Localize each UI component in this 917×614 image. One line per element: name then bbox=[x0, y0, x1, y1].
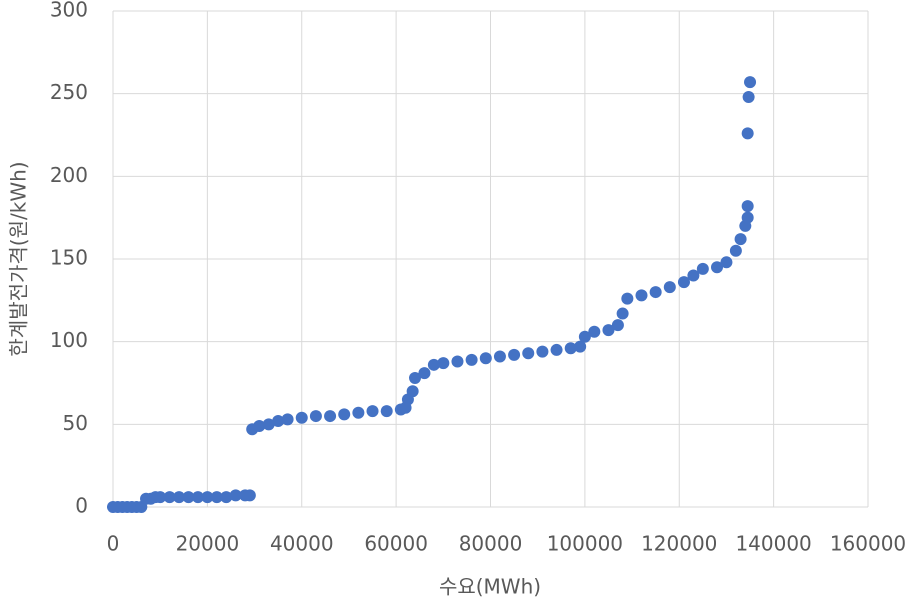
y-tick-label: 150 bbox=[50, 246, 88, 270]
point bbox=[409, 372, 421, 385]
point bbox=[536, 345, 549, 358]
point bbox=[616, 307, 629, 320]
point bbox=[465, 353, 478, 366]
point bbox=[182, 491, 195, 504]
point bbox=[173, 491, 186, 504]
point bbox=[163, 491, 176, 504]
y-tick-label: 0 bbox=[75, 494, 88, 518]
point bbox=[366, 405, 379, 418]
point bbox=[479, 352, 492, 365]
point bbox=[406, 385, 419, 398]
x-tick-label: 120000 bbox=[641, 532, 717, 556]
point bbox=[677, 276, 690, 289]
point bbox=[380, 405, 393, 418]
point bbox=[272, 415, 285, 428]
point bbox=[578, 330, 591, 343]
point bbox=[243, 489, 256, 502]
point bbox=[522, 347, 535, 360]
point bbox=[741, 211, 754, 224]
point bbox=[574, 340, 587, 353]
point bbox=[220, 491, 233, 504]
y-tick-label: 250 bbox=[50, 80, 88, 104]
x-tick-label: 140000 bbox=[735, 532, 811, 556]
point bbox=[427, 358, 440, 371]
point bbox=[621, 292, 634, 305]
point bbox=[418, 367, 431, 380]
x-tick-label: 40000 bbox=[270, 532, 334, 556]
point bbox=[191, 491, 204, 504]
y-tick-label: 100 bbox=[50, 328, 88, 352]
point bbox=[437, 357, 450, 370]
y-tick-label: 50 bbox=[63, 411, 88, 435]
point bbox=[309, 410, 322, 423]
x-tick-label: 80000 bbox=[459, 532, 523, 556]
point bbox=[696, 262, 709, 275]
point bbox=[550, 343, 563, 356]
point bbox=[324, 410, 337, 423]
y-tick-label: 200 bbox=[50, 163, 88, 187]
point bbox=[281, 413, 294, 426]
x-tick-label: 160000 bbox=[830, 532, 906, 556]
point bbox=[564, 342, 577, 355]
point bbox=[493, 350, 506, 363]
point bbox=[729, 244, 742, 257]
point bbox=[741, 200, 754, 213]
point bbox=[734, 233, 747, 246]
y-tick-label: 300 bbox=[50, 0, 88, 22]
point bbox=[741, 127, 754, 140]
x-tick-label: 0 bbox=[107, 532, 120, 556]
point bbox=[649, 286, 662, 299]
point bbox=[229, 489, 242, 502]
x-tick-label: 60000 bbox=[364, 532, 428, 556]
point bbox=[663, 281, 676, 294]
x-axis-label: 수요(MWh) bbox=[439, 575, 541, 599]
point bbox=[253, 419, 266, 432]
point bbox=[451, 355, 464, 368]
point bbox=[154, 491, 167, 504]
point bbox=[602, 324, 615, 337]
y-axis-label: 한계발전가격(원/kWh) bbox=[7, 161, 31, 356]
point bbox=[295, 411, 308, 424]
point bbox=[262, 418, 275, 431]
x-tick-label: 20000 bbox=[176, 532, 240, 556]
point bbox=[201, 491, 214, 504]
point bbox=[635, 289, 648, 302]
point bbox=[210, 491, 223, 504]
point bbox=[352, 406, 365, 419]
point bbox=[508, 348, 521, 361]
point bbox=[744, 76, 757, 89]
point bbox=[711, 261, 723, 274]
x-tick-label: 100000 bbox=[547, 532, 623, 556]
point bbox=[742, 90, 755, 103]
point bbox=[687, 269, 700, 282]
point bbox=[720, 256, 733, 269]
point bbox=[611, 319, 624, 332]
point bbox=[338, 408, 351, 421]
point bbox=[588, 325, 601, 338]
